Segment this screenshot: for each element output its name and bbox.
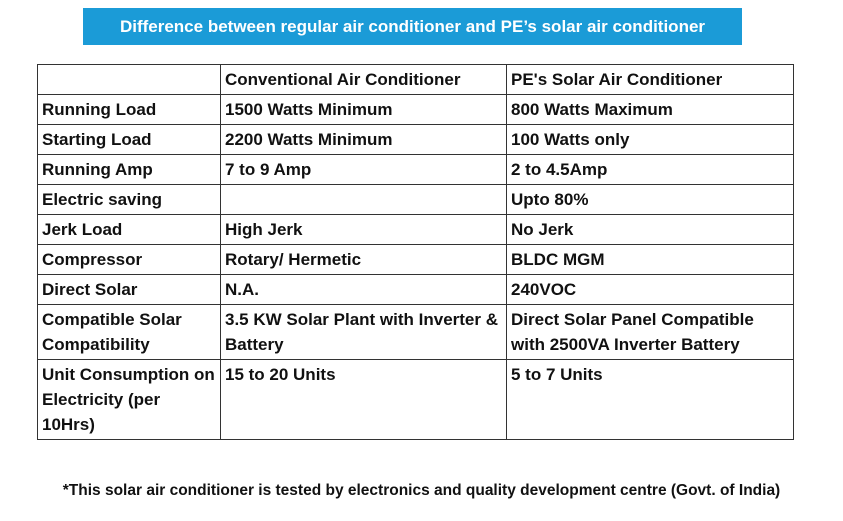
- table-cell: Running Amp: [37, 154, 221, 185]
- comparison-table: Conventional Air Conditioner PE's Solar A…: [37, 64, 794, 440]
- table-row: Starting Load 2200 Watts Minimum 100 Watts…: [37, 124, 794, 155]
- table-cell: Direct Solar Panel Compatible with 2500V…: [506, 304, 794, 360]
- table-cell: [37, 64, 221, 95]
- table-cell: Direct Solar: [37, 274, 221, 305]
- table-row: Direct Solar N.A. 240VOC: [37, 274, 794, 305]
- table-cell: Unit Consumption on Electricity (per 10H…: [37, 359, 221, 440]
- table-row: Compressor Rotary/ Hermetic BLDC MGM: [37, 244, 794, 275]
- table-cell: Conventional Air Conditioner: [220, 64, 507, 95]
- table-cell: 2 to 4.5Amp: [506, 154, 794, 185]
- table-cell: BLDC MGM: [506, 244, 794, 275]
- table-cell: PE's Solar Air Conditioner: [506, 64, 794, 95]
- table-cell: Running Load: [37, 94, 221, 125]
- table-cell: High Jerk: [220, 214, 507, 245]
- table-cell: 3.5 KW Solar Plant with Inverter & Batte…: [220, 304, 507, 360]
- header-row: Conventional Air Conditioner PE's Solar A…: [37, 64, 794, 95]
- table-cell: 1500 Watts Minimum: [220, 94, 507, 125]
- table-cell: 2200 Watts Minimum: [220, 124, 507, 155]
- table-row: Compatible Solar Compatibility 3.5 KW Sol…: [37, 304, 794, 360]
- table-cell: 240VOC: [506, 274, 794, 305]
- table-cell: Starting Load: [37, 124, 221, 155]
- table-cell: Electric saving: [37, 184, 221, 215]
- table-cell: 15 to 20 Units: [220, 359, 507, 440]
- table-cell: N.A.: [220, 274, 507, 305]
- table-row: Electric saving Upto 80%: [37, 184, 794, 215]
- table-cell: 7 to 9 Amp: [220, 154, 507, 185]
- table-cell: 800 Watts Maximum: [506, 94, 794, 125]
- table-cell: 100 Watts only: [506, 124, 794, 155]
- table-row: Running Amp 7 to 9 Amp 2 to 4.5Amp: [37, 154, 794, 185]
- table-row: Unit Consumption on Electricity (per 10H…: [37, 359, 794, 440]
- table-cell: Rotary/ Hermetic: [220, 244, 507, 275]
- table-cell: 5 to 7 Units: [506, 359, 794, 440]
- table-row: Running Load 1500 Watts Minimum 800 Watts …: [37, 94, 794, 125]
- footnote: *This solar air conditioner is tested by…: [62, 482, 781, 499]
- table-cell: [220, 184, 507, 215]
- table-row: Jerk Load High Jerk No Jerk: [37, 214, 794, 245]
- table-cell: Jerk Load: [37, 214, 221, 245]
- table-cell: Upto 80%: [506, 184, 794, 215]
- title-banner: Difference between regular air condition…: [83, 8, 742, 45]
- table-cell: Compressor: [37, 244, 221, 275]
- table-cell: No Jerk: [506, 214, 794, 245]
- table-cell: Compatible Solar Compatibility: [37, 304, 221, 360]
